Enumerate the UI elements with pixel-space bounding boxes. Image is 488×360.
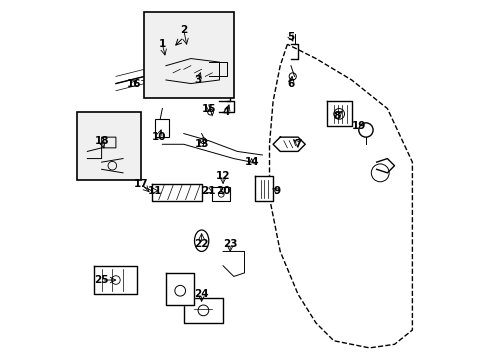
Text: 22: 22 [194,239,208,249]
Text: 15: 15 [201,104,216,113]
Text: 8: 8 [333,111,340,121]
Text: 23: 23 [223,239,237,249]
Text: 6: 6 [287,78,294,89]
Text: 2: 2 [180,25,187,35]
Bar [144,12,233,98]
Text: 18: 18 [94,136,109,146]
Text: 7: 7 [294,139,301,149]
Polygon shape [272,137,305,152]
Bar [212,187,230,202]
Text: 3: 3 [194,75,201,85]
Polygon shape [183,298,223,323]
Polygon shape [255,176,272,202]
Polygon shape [94,266,137,294]
Polygon shape [326,102,351,126]
Text: 11: 11 [148,186,162,196]
Bar [155,119,169,137]
Text: 13: 13 [194,139,208,149]
Text: 17: 17 [133,179,148,189]
Text: 5: 5 [287,32,294,42]
Text: 14: 14 [244,157,259,167]
Polygon shape [165,273,194,305]
Bar [77,112,141,180]
Text: 19: 19 [351,121,365,131]
Polygon shape [151,184,201,202]
Text: 25: 25 [94,275,109,285]
Text: 10: 10 [151,132,166,142]
Text: 16: 16 [126,78,141,89]
Text: 4: 4 [223,107,230,117]
Text: 20: 20 [215,186,230,196]
Text: 1: 1 [159,39,165,49]
Text: 9: 9 [272,186,280,196]
Text: 21: 21 [201,186,216,196]
Ellipse shape [194,230,208,251]
Text: 24: 24 [194,289,208,299]
Text: 12: 12 [215,171,230,181]
Polygon shape [223,251,244,276]
